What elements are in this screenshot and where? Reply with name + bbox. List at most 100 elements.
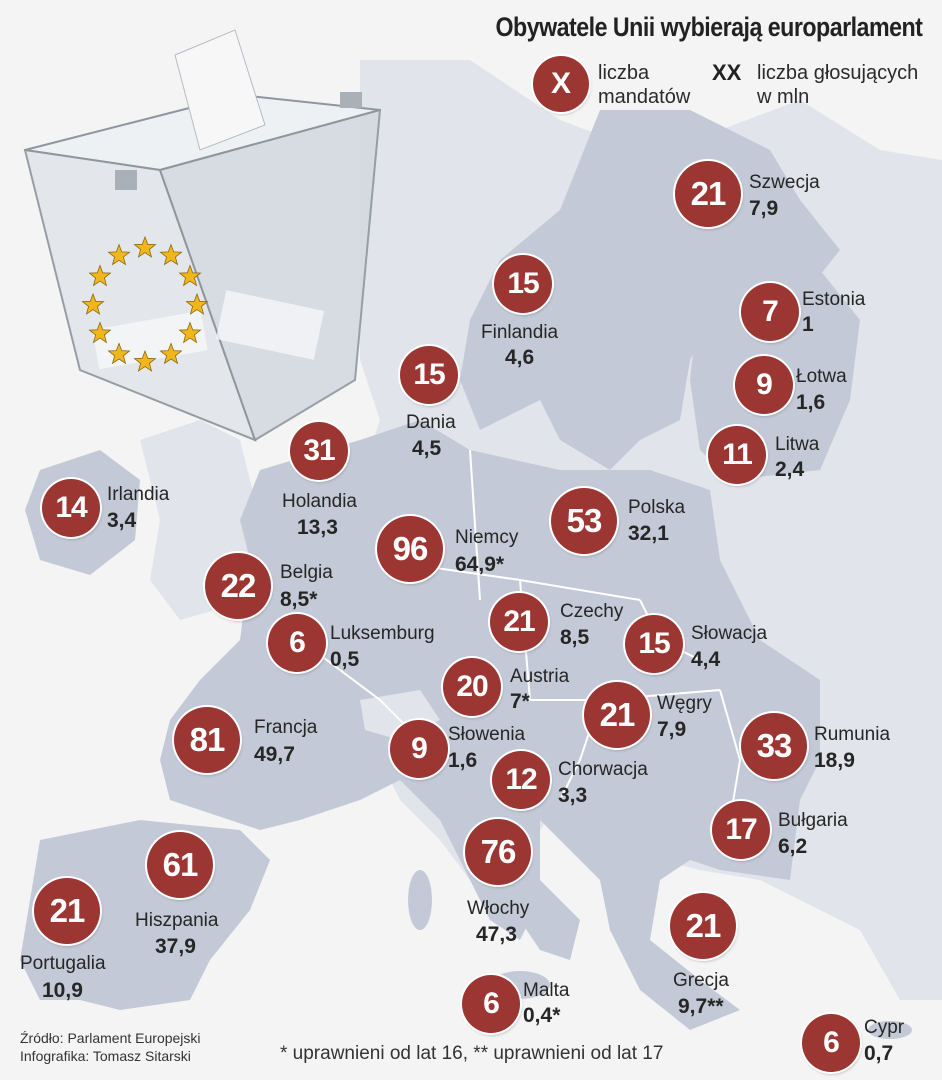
country-name-czechy: Czechy <box>560 601 624 622</box>
voters-hiszpania: 37,9 <box>155 935 196 958</box>
country-name-chorwacja: Chorwacja <box>558 759 648 780</box>
graphic-credit: Infografika: Tomasz Sitarski <box>20 1048 191 1064</box>
voters-portugalia: 10,9 <box>42 979 83 1002</box>
seats-badge-dania: 15 <box>400 346 458 404</box>
eu-stars <box>81 235 209 372</box>
seats-badge-francja: 81 <box>174 707 240 773</box>
voters-chorwacja: 3,3 <box>558 784 588 807</box>
voters-bulgaria: 6,2 <box>778 835 808 858</box>
country-name-portugalia: Portugalia <box>20 953 106 974</box>
voters-luksemburg: 0,5 <box>330 648 360 671</box>
seats-badge-lotwa: 9 <box>735 356 793 414</box>
voters-czechy: 8,5 <box>560 626 590 649</box>
seats-badge-polska: 53 <box>551 488 617 554</box>
seats-badge-cypr: 6 <box>802 1014 860 1072</box>
voters-austria: 7* <box>510 690 530 713</box>
voters-estonia: 1 <box>802 313 814 336</box>
seats-badge-wlochy: 76 <box>465 819 531 885</box>
legend-voters-label-2: w mln <box>757 86 810 108</box>
eu-star-icon <box>107 243 131 266</box>
eu-star-icon <box>133 349 157 372</box>
seats-badge-niemcy: 96 <box>377 516 443 582</box>
country-name-rumunia: Rumunia <box>814 724 891 745</box>
seats-badge-finlandia: 15 <box>494 255 552 313</box>
eu-star-icon <box>178 264 202 287</box>
voters-irlandia: 3,4 <box>107 509 137 532</box>
legend-seats-label-1: liczba <box>598 62 650 84</box>
voters-slowacja: 4,4 <box>691 648 721 671</box>
source-credit: Źródło: Parlament Europejski <box>20 1030 201 1046</box>
eu-star-icon <box>185 292 209 315</box>
voters-wegry: 7,9 <box>657 718 687 741</box>
country-name-cypr: Cypr <box>864 1017 905 1038</box>
voters-dania: 4,5 <box>412 437 442 460</box>
seats-badge-grecja: 21 <box>670 893 736 959</box>
footnote: * uprawnieni od lat 16, ** uprawnieni od… <box>280 1043 664 1064</box>
seats-badge-austria: 20 <box>443 658 501 716</box>
seats-badge-rumunia: 33 <box>741 713 807 779</box>
seats-badge-wegry: 21 <box>584 682 650 748</box>
legend-seats-label-2: mandatów <box>598 86 691 108</box>
eu-star-icon <box>159 243 183 266</box>
voters-niemcy: 64,9* <box>455 553 505 576</box>
voters-lotwa: 1,6 <box>796 391 826 414</box>
country-name-finlandia: Finlandia <box>481 322 559 343</box>
page-title: Obywatele Unii wybierają europarlament <box>495 12 922 42</box>
seats-badge-hiszpania: 61 <box>147 832 213 898</box>
seats-badge-slowacja: 15 <box>625 615 683 673</box>
legend-seats-circle: X <box>533 56 589 112</box>
country-name-holandia: Holandia <box>282 491 357 512</box>
voters-grecja: 9,7** <box>678 995 724 1018</box>
legend-voters-label-1: liczba głosujących <box>757 62 919 84</box>
country-name-lotwa: Łotwa <box>796 366 847 387</box>
country-name-bulgaria: Bułgaria <box>778 810 848 831</box>
voters-polska: 32,1 <box>628 522 669 545</box>
land-scandinavia <box>460 110 840 470</box>
eu-star-icon <box>133 235 157 258</box>
country-name-polska: Polska <box>628 497 686 518</box>
country-name-slowacja: Słowacja <box>691 623 768 644</box>
seats-badge-szwecja: 21 <box>675 161 741 227</box>
voters-slowenia: 1,6 <box>448 749 478 772</box>
voters-cypr: 0,7 <box>864 1042 894 1065</box>
legend-voters-symbol: XX <box>712 60 742 85</box>
seats-badge-chorwacja: 12 <box>492 751 550 809</box>
country-name-belgia: Belgia <box>280 562 333 583</box>
eu-star-icon <box>107 342 131 365</box>
voters-finlandia: 4,6 <box>505 346 535 369</box>
voters-francja: 49,7 <box>254 743 295 766</box>
eu-star-icon <box>88 264 112 287</box>
seats-badge-slowenia: 9 <box>390 720 448 778</box>
seats-badge-irlandia: 14 <box>42 479 100 537</box>
voters-malta: 0,4* <box>523 1004 561 1027</box>
land-continent <box>160 420 820 1030</box>
seats-badge-belgia: 22 <box>205 553 271 619</box>
voters-litwa: 2,4 <box>775 458 805 481</box>
seats-badge-czechy: 21 <box>490 593 548 651</box>
seats-badge-portugalia: 21 <box>34 878 100 944</box>
country-name-austria: Austria <box>510 666 570 687</box>
country-name-litwa: Litwa <box>775 434 820 455</box>
land-cyprus <box>868 1021 912 1039</box>
seats-badge-estonia: 7 <box>741 283 799 341</box>
eu-star-icon <box>88 321 112 344</box>
seats-badge-luksemburg: 6 <box>268 614 326 672</box>
seats-badge-malta: 6 <box>462 975 520 1033</box>
country-name-wegry: Węgry <box>657 693 712 714</box>
country-name-irlandia: Irlandia <box>107 484 170 505</box>
voters-szwecja: 7,9 <box>749 197 779 220</box>
country-name-estonia: Estonia <box>802 289 866 310</box>
voters-holandia: 13,3 <box>297 516 338 539</box>
eu-star-icon <box>178 321 202 344</box>
ballot-box-icon <box>23 29 382 442</box>
seats-badge-bulgaria: 17 <box>712 801 770 859</box>
voters-belgia: 8,5* <box>280 588 318 611</box>
country-name-malta: Malta <box>523 980 570 1001</box>
seats-badge-holandia: 31 <box>290 422 348 480</box>
country-name-francja: Francja <box>254 717 318 738</box>
country-name-slowenia: Słowenia <box>448 724 526 745</box>
country-name-szwecja: Szwecja <box>749 172 820 193</box>
country-name-grecja: Grecja <box>673 970 729 991</box>
country-name-luksemburg: Luksemburg <box>330 623 435 644</box>
